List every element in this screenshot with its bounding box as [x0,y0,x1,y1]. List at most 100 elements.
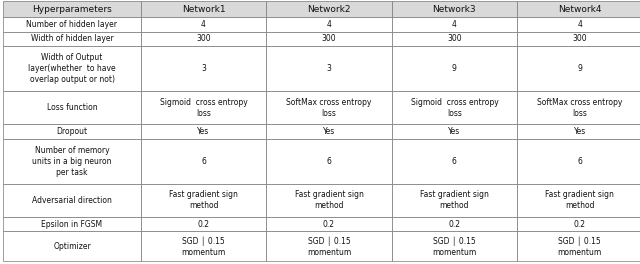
Bar [392,217,517,232]
Bar [517,139,640,183]
Bar [517,183,640,217]
Bar [141,1,266,17]
Text: 4: 4 [577,20,582,29]
Bar [517,91,640,125]
Text: Fast gradient sign
method: Fast gradient sign method [545,190,614,210]
Bar [266,139,392,183]
Bar [517,125,640,139]
Text: Sigmoid  cross entropy
loss: Sigmoid cross entropy loss [159,98,248,118]
Text: 9: 9 [452,64,457,73]
Text: 300: 300 [447,35,461,44]
Text: Fast gradient sign
method: Fast gradient sign method [169,190,238,210]
Text: 0.2: 0.2 [574,220,586,229]
Text: 4: 4 [326,20,332,29]
Text: Yes: Yes [573,127,586,136]
Bar [266,232,392,261]
Text: Network4: Network4 [558,5,602,14]
Text: Dropout: Dropout [56,127,88,136]
Bar [392,46,517,91]
Text: Network1: Network1 [182,5,225,14]
Text: 0.2: 0.2 [323,220,335,229]
Bar [3,46,141,91]
Bar [141,125,266,139]
Bar [266,125,392,139]
Bar [517,1,640,17]
Bar [266,91,392,125]
Bar [141,91,266,125]
Text: SGD │ 0.15
momentum: SGD │ 0.15 momentum [181,236,226,257]
Text: Yes: Yes [197,127,210,136]
Bar [141,217,266,232]
Text: 4: 4 [201,20,206,29]
Bar [266,46,392,91]
Text: 300: 300 [573,35,587,44]
Text: 6: 6 [326,157,332,166]
Text: Width of hidden layer: Width of hidden layer [31,35,113,44]
Bar [517,32,640,46]
Text: SGD │ 0.15
momentum: SGD │ 0.15 momentum [432,236,477,257]
Bar [392,183,517,217]
Text: Fast gradient sign
method: Fast gradient sign method [420,190,489,210]
Text: Adversarial direction: Adversarial direction [32,196,112,205]
Text: Number of hidden layer: Number of hidden layer [26,20,118,29]
Bar [3,183,141,217]
Text: 0.2: 0.2 [449,220,460,229]
Text: 300: 300 [196,35,211,44]
Bar [517,17,640,32]
Text: 0.2: 0.2 [198,220,209,229]
Bar [141,46,266,91]
Bar [3,32,141,46]
Text: SoftMax cross entropy
loss: SoftMax cross entropy loss [286,98,372,118]
Text: 6: 6 [577,157,582,166]
Bar [266,17,392,32]
Bar [266,217,392,232]
Text: Yes: Yes [323,127,335,136]
Text: Number of memory
units in a big neuron
per task: Number of memory units in a big neuron p… [32,146,112,177]
Text: Fast gradient sign
method: Fast gradient sign method [294,190,364,210]
Text: Yes: Yes [448,127,461,136]
Bar [3,139,141,183]
Bar [266,1,392,17]
Bar [141,139,266,183]
Bar [141,17,266,32]
Bar [392,17,517,32]
Text: SGD │ 0.15
momentum: SGD │ 0.15 momentum [557,236,602,257]
Text: 3: 3 [326,64,332,73]
Bar [3,17,141,32]
Bar [141,232,266,261]
Bar [266,32,392,46]
Text: Optimizer: Optimizer [53,242,91,251]
Bar [3,217,141,232]
Bar [392,139,517,183]
Bar [266,183,392,217]
Text: 4: 4 [452,20,457,29]
Text: 3: 3 [201,64,206,73]
Text: 9: 9 [577,64,582,73]
Text: 300: 300 [322,35,336,44]
Bar [392,1,517,17]
Bar [3,125,141,139]
Text: 6: 6 [452,157,457,166]
Bar [392,125,517,139]
Bar [517,217,640,232]
Bar [141,32,266,46]
Bar [392,91,517,125]
Bar [3,91,141,125]
Text: Network3: Network3 [433,5,476,14]
Bar [517,232,640,261]
Text: Sigmoid  cross entropy
loss: Sigmoid cross entropy loss [410,98,499,118]
Text: SoftMax cross entropy
loss: SoftMax cross entropy loss [537,98,623,118]
Bar [3,232,141,261]
Text: Loss function: Loss function [47,103,97,112]
Bar [392,232,517,261]
Bar [517,46,640,91]
Text: Hyperparameters: Hyperparameters [32,5,112,14]
Text: Epsilon in FGSM: Epsilon in FGSM [42,220,102,229]
Bar [392,32,517,46]
Bar [141,183,266,217]
Text: Network2: Network2 [307,5,351,14]
Text: Width of Output
layer(whether  to have
overlap output or not): Width of Output layer(whether to have ov… [28,53,116,84]
Text: SGD │ 0.15
momentum: SGD │ 0.15 momentum [307,236,351,257]
Bar [3,1,141,17]
Text: 6: 6 [201,157,206,166]
